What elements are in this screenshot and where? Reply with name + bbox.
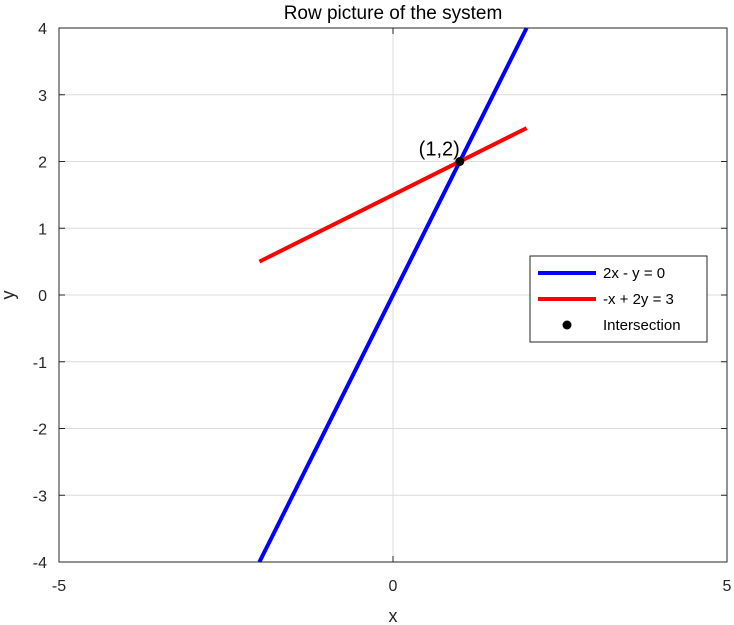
y-tick-label: 2 [38, 155, 47, 172]
y-tick-label: 1 [38, 221, 47, 238]
legend-entry-2: Intersection [603, 317, 681, 334]
y-axis-label: y [0, 291, 18, 300]
intersection-point [455, 157, 465, 166]
x-axis-label: x [389, 606, 398, 625]
x-tick-label: 5 [723, 578, 732, 595]
y-tick-label: -3 [33, 488, 47, 505]
y-tick-label: -4 [33, 555, 47, 572]
legend: 2x - y = 0 -x + 2y = 3 Intersection [529, 255, 708, 343]
plot-series [257, 27, 529, 563]
x-tick-label: 0 [389, 578, 398, 595]
legend-swatch-2 [562, 320, 572, 330]
x-tick-label: -5 [52, 578, 66, 595]
series-line-0 [257, 27, 529, 563]
axis-ticks: -5 0 5 -4 -3 -2 -1 0 1 2 3 4 [33, 21, 732, 595]
y-tick-label: 4 [38, 21, 47, 38]
series-line-1 [258, 126, 528, 264]
chart-title: Row picture of the system [284, 3, 503, 24]
legend-entry-1: -x + 2y = 3 [603, 291, 674, 308]
annotation-label: (1,2) [419, 139, 460, 161]
legend-entry-0: 2x - y = 0 [603, 265, 665, 282]
y-tick-label: -1 [33, 355, 47, 372]
y-tick-label: 3 [38, 88, 47, 105]
y-tick-label: -2 [33, 422, 47, 439]
annotations: (1,2) [419, 139, 460, 161]
y-tick-label: 0 [38, 288, 47, 305]
